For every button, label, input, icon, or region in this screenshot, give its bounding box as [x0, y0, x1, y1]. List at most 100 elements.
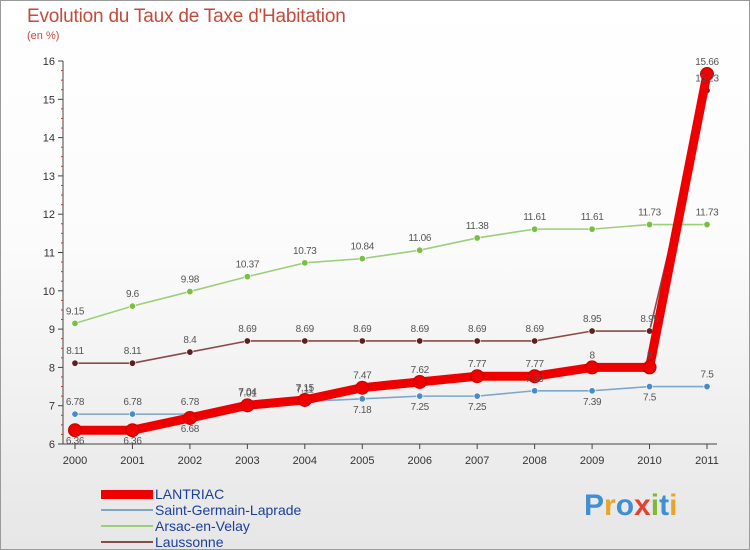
brand-letter: i [650, 489, 660, 522]
data-label: 8.69 [526, 324, 545, 335]
x-tick-label: 2006 [407, 455, 431, 467]
data-label: 8.4 [183, 335, 197, 346]
y-tick-label: 10 [43, 286, 55, 298]
data-label: 10.37 [236, 260, 260, 271]
data-point [531, 387, 539, 395]
x-tick-label: 2007 [465, 455, 489, 467]
data-label: 8.95 [640, 314, 659, 325]
y-tick-label: 13 [43, 171, 55, 183]
data-label: 6.78 [181, 397, 200, 408]
data-point [128, 302, 136, 310]
data-point [412, 374, 427, 389]
data-point [128, 410, 136, 418]
data-label: 15.23 [695, 73, 719, 84]
data-point [71, 319, 79, 327]
series-line-2 [74, 223, 708, 325]
data-point [588, 387, 596, 395]
data-point [531, 225, 539, 233]
data-point [588, 225, 596, 233]
data-point [301, 337, 309, 345]
y-tick-label: 14 [43, 133, 55, 145]
data-point [473, 234, 481, 242]
data-label: 7.77 [468, 359, 487, 370]
brand-letter: P [584, 489, 605, 522]
data-point [470, 369, 485, 384]
data-label: 6.78 [123, 397, 142, 408]
data-point [358, 337, 366, 345]
data-label: 8.69 [468, 324, 487, 335]
brand-letter: t [659, 489, 670, 522]
data-point [588, 327, 596, 335]
data-label: 9.15 [66, 306, 85, 317]
brand-letter: r [604, 489, 616, 522]
x-tick-label: 2001 [120, 455, 144, 467]
data-label: 7.01 [238, 388, 257, 399]
data-label: 8.11 [66, 346, 84, 357]
data-point [301, 259, 309, 267]
brand-letter: x [634, 489, 651, 522]
data-point [531, 337, 539, 345]
legend-label: LANTRIAC [155, 486, 225, 502]
y-tick-label: 8 [49, 362, 55, 374]
data-point [700, 67, 714, 82]
data-label: 7.39 [526, 374, 545, 385]
data-label: 7.25 [411, 402, 430, 413]
brand-letter: i [669, 489, 678, 522]
data-point [125, 423, 140, 438]
data-label: 8 [647, 350, 653, 361]
series-line-3 [74, 89, 708, 364]
data-point [297, 392, 312, 407]
y-tick-label: 16 [43, 56, 55, 68]
x-tick-label: 2003 [235, 455, 259, 467]
data-label: 7.62 [411, 365, 430, 376]
data-point [473, 337, 481, 345]
data-label: 7.47 [353, 371, 372, 382]
data-point [646, 221, 654, 229]
data-point [240, 398, 255, 413]
data-label: 7.5 [700, 370, 714, 381]
legend-swatch [101, 534, 153, 550]
data-point [416, 392, 424, 400]
data-label: 8.69 [353, 324, 372, 335]
data-point [703, 383, 711, 391]
x-tick-label: 2011 [695, 455, 719, 467]
legend-swatch [101, 486, 153, 502]
data-label: 11.73 [638, 208, 662, 219]
data-point [71, 359, 79, 367]
data-point [585, 360, 600, 375]
data-label: 11.38 [466, 221, 490, 232]
series-line-1 [74, 385, 708, 415]
data-point [646, 383, 654, 391]
data-label: 8 [589, 350, 595, 361]
legend-swatch [101, 502, 153, 518]
data-label: 11.06 [408, 233, 432, 244]
brand-logo: Proxiti [584, 489, 677, 523]
y-tick-label: 7 [49, 401, 55, 413]
data-point [186, 348, 194, 356]
data-point [416, 246, 424, 254]
data-label: 7.11 [296, 384, 314, 395]
data-label: 8.69 [296, 324, 315, 335]
data-point [243, 273, 251, 281]
y-tick-label: 12 [43, 209, 55, 221]
data-label: 6.36 [123, 436, 142, 447]
data-point [642, 360, 657, 375]
data-point [473, 392, 481, 400]
data-label: 10.73 [293, 246, 317, 257]
data-point [416, 337, 424, 345]
data-label: 11.61 [581, 212, 605, 223]
data-label: 9.98 [181, 275, 200, 286]
y-tick-label: 9 [49, 324, 55, 336]
y-tick-label: 15 [43, 94, 55, 106]
data-point [358, 395, 366, 403]
data-point [527, 369, 542, 384]
data-point [355, 380, 370, 395]
legend-label: Laussonne [155, 534, 224, 550]
data-label: 8.11 [124, 346, 142, 357]
data-point [358, 255, 366, 263]
series-line-0 [70, 69, 712, 435]
data-point [68, 423, 82, 438]
x-tick-label: 2008 [522, 455, 546, 467]
